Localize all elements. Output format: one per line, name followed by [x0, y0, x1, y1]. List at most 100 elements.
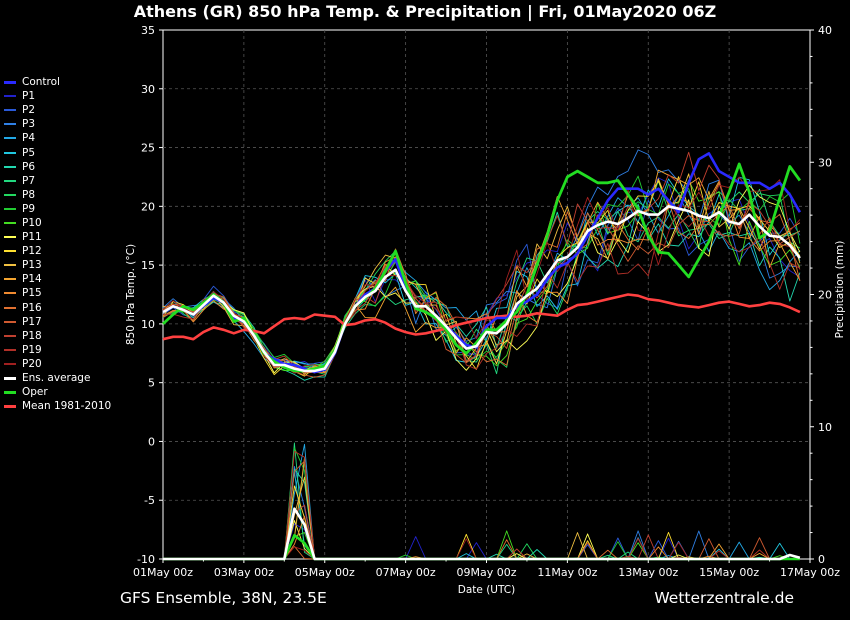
legend-swatch [4, 236, 16, 239]
x-tick-label: 13May 00z [618, 566, 678, 579]
legend-swatch [4, 348, 16, 351]
member-precip-p8 [163, 460, 800, 560]
legend-label: Oper [22, 386, 48, 399]
x-axis-label: Date (UTC) [458, 584, 515, 596]
y-tick-label: 30 [141, 83, 155, 96]
legend-item: P16 [4, 301, 111, 315]
legend-swatch [4, 306, 16, 309]
legend-item: Mean 1981-2010 [4, 399, 111, 413]
legend-label: P4 [22, 132, 36, 145]
x-tick-label: 05May 00z [295, 566, 355, 579]
legend-item: Oper [4, 385, 111, 399]
legend-swatch [4, 123, 16, 126]
x-tick-label: 07May 00z [376, 566, 436, 579]
legend-swatch [4, 193, 16, 196]
chart-legend: Control P1 P2 P3 P4 P5 P6 P7 P8 P9 P10 P11 P12 P13 P14… [4, 75, 111, 413]
y-tick-label: 25 [141, 142, 155, 155]
legend-item: P3 [4, 117, 111, 131]
legend-label: P11 [22, 231, 42, 244]
legend-swatch [4, 221, 16, 224]
legend-label: P18 [22, 329, 42, 342]
legend-label: P7 [22, 174, 36, 187]
legend-label: P20 [22, 357, 42, 370]
y2-tick-label: 10 [818, 421, 832, 434]
source-credit: Wetterzentrale.de [654, 589, 794, 607]
x-tick-label: 09May 00z [456, 566, 516, 579]
mean-1981-2010-line [162, 293, 801, 341]
y-tick-label: -5 [144, 494, 155, 507]
legend-label: P13 [22, 259, 42, 272]
y2-tick-label: 20 [818, 289, 832, 302]
legend-item: Ens. average [4, 371, 111, 385]
legend-item: Control [4, 75, 111, 89]
y-tick-label: 0 [148, 435, 155, 448]
y-tick-label: 20 [141, 200, 155, 213]
x-tick-label: 17May 00z [780, 566, 840, 579]
legend-swatch [4, 334, 16, 337]
legend-label: P2 [22, 104, 36, 117]
legend-swatch [4, 137, 16, 140]
chart-title: Athens (GR) 850 hPa Temp. & Precipitatio… [133, 2, 717, 21]
x-tick-label: 01May 00z [133, 566, 193, 579]
legend-label: P12 [22, 245, 42, 258]
legend-item: P2 [4, 103, 111, 117]
legend-label: P19 [22, 343, 42, 356]
legend-label: P14 [22, 273, 42, 286]
y-tick-label: 10 [141, 318, 155, 331]
legend-item: P6 [4, 160, 111, 174]
legend-label: P6 [22, 160, 36, 173]
legend-swatch [4, 165, 16, 168]
legend-swatch [4, 320, 16, 323]
y-tick-label: 35 [141, 24, 155, 37]
legend-swatch [4, 376, 16, 380]
model-info: GFS Ensemble, 38N, 23.5E [120, 589, 327, 607]
legend-swatch [4, 292, 16, 295]
x-tick-label: 11May 00z [537, 566, 597, 579]
legend-item: P12 [4, 244, 111, 258]
legend-label: P15 [22, 287, 42, 300]
legend-item: P13 [4, 258, 111, 272]
legend-item: P17 [4, 315, 111, 329]
legend-swatch [4, 250, 16, 253]
legend-item: P1 [4, 89, 111, 103]
member-precip-p11 [163, 520, 800, 560]
legend-label: P8 [22, 188, 36, 201]
legend-item: P14 [4, 272, 111, 286]
legend-item: P8 [4, 188, 111, 202]
member-precip-p17 [163, 460, 800, 560]
x-tick-label: 03May 00z [214, 566, 274, 579]
ens-average-precip-line [163, 507, 801, 561]
member-precip-p14 [163, 457, 800, 560]
y-tick-label: 5 [148, 377, 155, 390]
legend-item: P15 [4, 286, 111, 300]
y2-tick-label: 0 [818, 553, 825, 566]
legend-item: P11 [4, 230, 111, 244]
y-axis-label: 850 hPa Temp. (°C) [125, 244, 137, 345]
legend-label: P1 [22, 90, 36, 103]
member-precip-p7 [163, 442, 800, 560]
legend-item: P7 [4, 174, 111, 188]
member-precip-p19 [163, 450, 800, 560]
member-line-p12 [162, 176, 801, 377]
legend-item: P10 [4, 216, 111, 230]
member-precip-p16 [163, 539, 800, 560]
legend-label: P3 [22, 118, 36, 131]
legend-item: P19 [4, 343, 111, 357]
member-precip-p9 [163, 447, 800, 560]
legend-label: P9 [22, 202, 36, 215]
member-precip-p20 [163, 538, 800, 560]
y-tick-label: -10 [137, 553, 155, 566]
legend-swatch [4, 151, 16, 154]
legend-swatch [4, 80, 16, 84]
legend-swatch [4, 404, 16, 408]
member-precip-p3 [163, 465, 800, 560]
legend-label: P5 [22, 146, 36, 159]
x-tick-label: 15May 00z [699, 566, 759, 579]
y2-tick-label: 30 [818, 156, 832, 169]
member-line-p19 [162, 200, 801, 374]
legend-label: Control [22, 76, 60, 89]
member-precip-p1 [163, 523, 800, 560]
legend-swatch [4, 207, 16, 210]
legend-item: P20 [4, 357, 111, 371]
